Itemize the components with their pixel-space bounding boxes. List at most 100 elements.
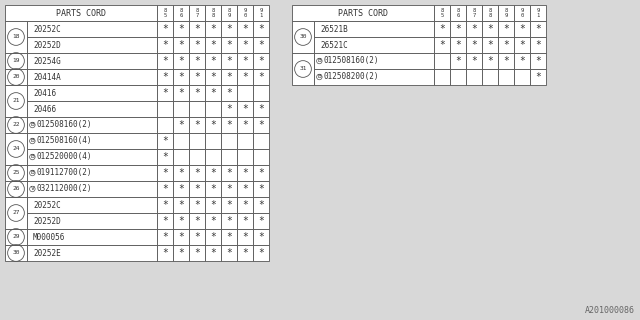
Bar: [237, 197, 253, 213]
Bar: [189, 85, 205, 101]
Bar: [5, 21, 27, 53]
Bar: [253, 5, 269, 21]
Text: 8
9: 8 9: [504, 8, 508, 18]
Text: *: *: [226, 200, 232, 210]
Text: 19: 19: [12, 59, 20, 63]
Text: 20252E: 20252E: [33, 249, 61, 258]
Text: *: *: [210, 72, 216, 82]
Bar: [189, 197, 205, 213]
Bar: [237, 37, 253, 53]
Text: *: *: [226, 248, 232, 258]
Text: *: *: [162, 152, 168, 162]
Bar: [498, 53, 514, 69]
Bar: [237, 229, 253, 245]
Text: *: *: [487, 40, 493, 50]
Text: 8
7: 8 7: [195, 8, 198, 18]
Text: *: *: [194, 40, 200, 50]
Bar: [5, 229, 27, 245]
Bar: [205, 213, 221, 229]
Text: 012508160(4): 012508160(4): [36, 137, 92, 146]
Text: B: B: [317, 59, 321, 63]
Text: M000056: M000056: [33, 233, 65, 242]
Bar: [253, 85, 269, 101]
Bar: [253, 229, 269, 245]
Text: *: *: [258, 72, 264, 82]
Text: *: *: [242, 104, 248, 114]
Text: *: *: [178, 24, 184, 34]
Bar: [221, 149, 237, 165]
Bar: [189, 165, 205, 181]
Text: PARTS CORD: PARTS CORD: [56, 9, 106, 18]
Text: *: *: [455, 56, 461, 66]
Bar: [221, 197, 237, 213]
Bar: [157, 37, 173, 53]
Bar: [27, 149, 157, 165]
Bar: [221, 5, 237, 21]
Bar: [466, 37, 482, 53]
Bar: [530, 53, 546, 69]
Text: 012508200(2): 012508200(2): [324, 73, 380, 82]
Bar: [27, 69, 157, 85]
Bar: [221, 181, 237, 197]
Text: B: B: [31, 123, 34, 127]
Text: *: *: [178, 216, 184, 226]
Text: *: *: [226, 184, 232, 194]
Bar: [482, 37, 498, 53]
Bar: [253, 37, 269, 53]
Text: *: *: [258, 232, 264, 242]
Text: *: *: [210, 40, 216, 50]
Bar: [253, 165, 269, 181]
Text: *: *: [194, 248, 200, 258]
Text: *: *: [194, 168, 200, 178]
Bar: [205, 165, 221, 181]
Bar: [27, 245, 157, 261]
Text: *: *: [210, 56, 216, 66]
Text: 9
0: 9 0: [243, 8, 246, 18]
Bar: [253, 117, 269, 133]
Bar: [253, 197, 269, 213]
Bar: [157, 101, 173, 117]
Text: *: *: [178, 40, 184, 50]
Bar: [253, 245, 269, 261]
Bar: [253, 53, 269, 69]
Text: *: *: [194, 24, 200, 34]
Bar: [27, 85, 157, 101]
Bar: [498, 5, 514, 21]
Bar: [237, 21, 253, 37]
Text: *: *: [194, 120, 200, 130]
Text: *: *: [210, 120, 216, 130]
Bar: [5, 133, 27, 165]
Bar: [253, 213, 269, 229]
Text: *: *: [242, 184, 248, 194]
Bar: [221, 117, 237, 133]
Bar: [157, 21, 173, 37]
Bar: [466, 21, 482, 37]
Text: *: *: [258, 104, 264, 114]
Text: *: *: [226, 216, 232, 226]
Bar: [314, 53, 434, 69]
Bar: [173, 197, 189, 213]
Bar: [189, 245, 205, 261]
Text: *: *: [503, 40, 509, 50]
Text: 9
0: 9 0: [520, 8, 524, 18]
Text: 20416: 20416: [33, 89, 56, 98]
Bar: [237, 149, 253, 165]
Text: *: *: [210, 88, 216, 98]
Text: *: *: [210, 168, 216, 178]
Text: *: *: [178, 232, 184, 242]
Text: 25: 25: [12, 171, 20, 175]
Text: 20466: 20466: [33, 105, 56, 114]
Text: *: *: [535, 24, 541, 34]
Text: *: *: [178, 200, 184, 210]
Bar: [173, 213, 189, 229]
Bar: [237, 165, 253, 181]
Text: *: *: [226, 88, 232, 98]
Bar: [157, 85, 173, 101]
Text: 012508160(2): 012508160(2): [324, 57, 380, 66]
Bar: [221, 229, 237, 245]
Bar: [498, 69, 514, 85]
Text: *: *: [162, 88, 168, 98]
Bar: [450, 5, 466, 21]
Bar: [205, 117, 221, 133]
Text: *: *: [519, 56, 525, 66]
